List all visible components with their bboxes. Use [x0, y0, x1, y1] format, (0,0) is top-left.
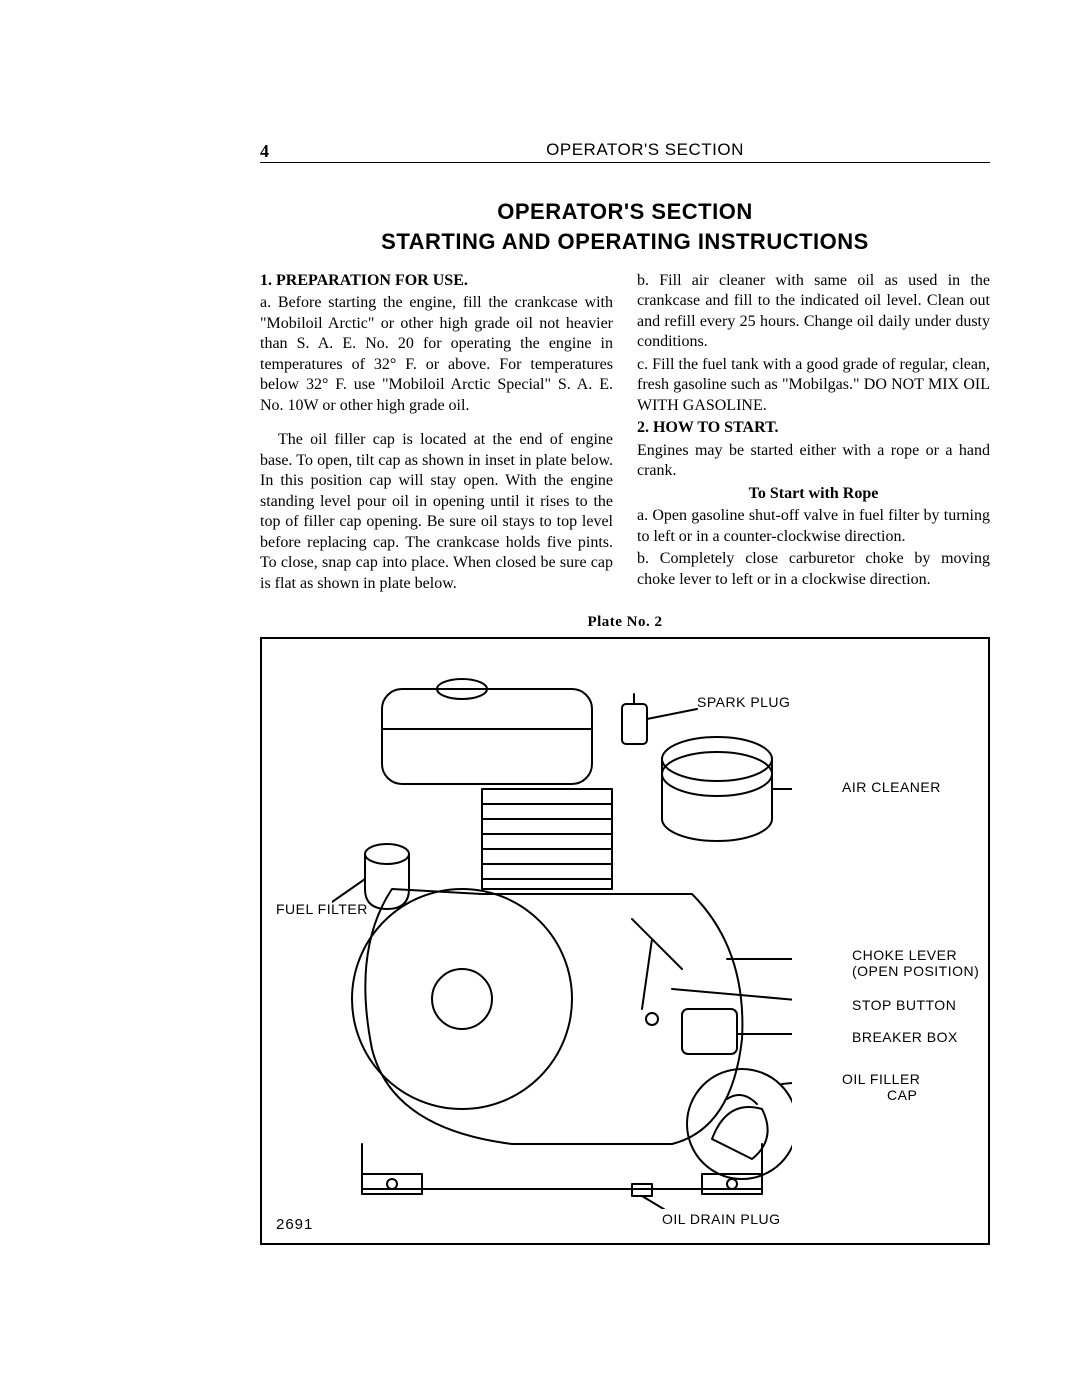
engine-svg	[332, 669, 792, 1209]
label-fuel-filter: FUEL FILTER	[276, 901, 368, 917]
engine-illustration	[332, 669, 792, 1209]
label-spark-plug: SPARK PLUG	[697, 694, 790, 710]
left-column: 1. PREPARATION FOR USE. a. Before starti…	[260, 271, 613, 596]
section-heading-1: 1. PREPARATION FOR USE.	[260, 271, 613, 291]
body-columns: 1. PREPARATION FOR USE. a. Before starti…	[260, 271, 990, 596]
label-choke-lever: CHOKE LEVER	[852, 947, 957, 963]
paragraph: c. Fill the fuel tank with a good grade …	[637, 355, 990, 416]
label-oil-filler-2: CAP	[887, 1087, 917, 1103]
subsection-heading: To Start with Rope	[637, 484, 990, 504]
page: 4 OPERATOR'S SECTION OPERATOR'S SECTION …	[0, 0, 1080, 1285]
plate-figure: SPARK PLUG AIR CLEANER FUEL FILTER CHOKE…	[260, 637, 990, 1245]
paragraph: Engines may be started either with a rop…	[637, 441, 990, 482]
label-stop-button: STOP BUTTON	[852, 997, 956, 1013]
paragraph: a. Open gasoline shut-off valve in fuel …	[637, 506, 990, 547]
right-column: b. Fill air cleaner with same oil as use…	[637, 271, 990, 596]
header-line: 4 OPERATOR'S SECTION	[260, 140, 990, 163]
paragraph: b. Fill air cleaner with same oil as use…	[637, 271, 990, 353]
paragraph: a. Before starting the engine, fill the …	[260, 293, 613, 416]
label-oil-drain-plug: OIL DRAIN PLUG	[662, 1211, 781, 1227]
paragraph: b. Completely close carburetor choke by …	[637, 549, 990, 590]
main-title: OPERATOR'S SECTION	[260, 199, 990, 225]
label-breaker-box: BREAKER BOX	[852, 1029, 958, 1045]
label-oil-filler-1: OIL FILLER	[842, 1071, 920, 1087]
label-air-cleaner: AIR CLEANER	[842, 779, 941, 795]
figure-number: 2691	[276, 1216, 313, 1233]
paragraph: The oil filler cap is located at the end…	[260, 430, 613, 594]
subtitle: STARTING AND OPERATING INSTRUCTIONS	[260, 229, 990, 255]
section-heading-2: 2. HOW TO START.	[637, 418, 990, 438]
plate-caption: Plate No. 2	[260, 614, 990, 631]
label-choke-lever-2: (OPEN POSITION)	[852, 963, 979, 979]
running-head: OPERATOR'S SECTION	[300, 140, 990, 162]
page-number: 4	[260, 141, 300, 162]
